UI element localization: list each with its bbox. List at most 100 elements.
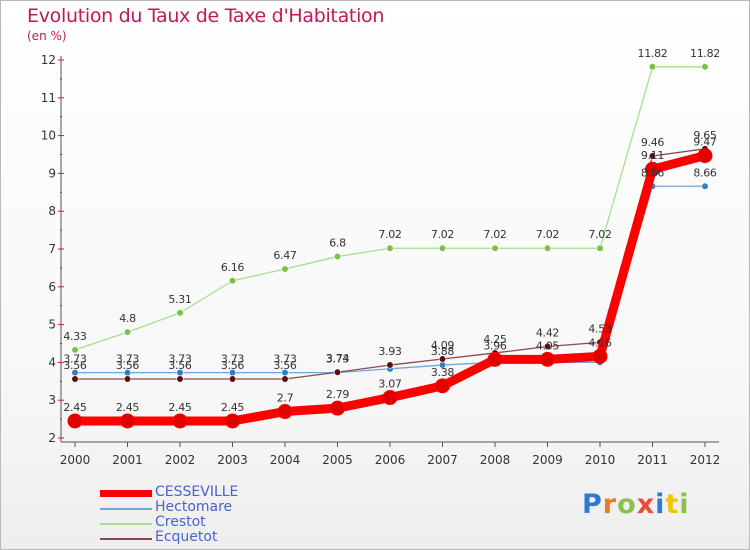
- data-label-crestot: 11.82: [690, 47, 720, 60]
- x-tick-label: 2005: [322, 453, 353, 467]
- data-point-cesseville: [540, 351, 555, 367]
- data-label-hectomare: 8.66: [693, 166, 717, 179]
- data-label-cesseville: 2.45: [63, 401, 87, 414]
- data-label-cesseville: 3.07: [378, 378, 402, 391]
- y-tick-label: 10: [41, 129, 56, 143]
- data-point-hectomare: [701, 182, 709, 190]
- data-label-crestot: 5.31: [168, 293, 191, 306]
- data-point-cesseville: [592, 348, 608, 364]
- data-point-ecquetot: [176, 375, 184, 383]
- logo-letter: r: [602, 489, 618, 520]
- data-label-crestot: 6.8: [329, 237, 346, 250]
- unit-label: (en %): [27, 29, 67, 43]
- data-label-cesseville: 9.11: [641, 149, 664, 162]
- data-label-crestot: 11.82: [638, 47, 668, 60]
- x-tick-label: 2001: [112, 453, 143, 467]
- chart-title: Evolution du Taux de Taxe d'Habitation: [27, 5, 385, 27]
- y-tick-label: 5: [48, 318, 56, 332]
- data-label-ecquetot: 9.46: [641, 136, 665, 149]
- data-label-crestot: 7.02: [431, 228, 454, 241]
- x-tick-label: 2011: [637, 453, 668, 467]
- y-tick-label: 6: [48, 280, 56, 294]
- y-tick-label: 7: [48, 242, 56, 256]
- data-label-hectomare: 8.66: [641, 166, 665, 179]
- data-point-cesseville: [67, 413, 83, 429]
- data-point-crestot: [176, 309, 184, 317]
- data-label-crestot: 7.02: [588, 228, 611, 241]
- x-tick-label: 2006: [375, 453, 406, 467]
- data-point-ecquetot: [438, 355, 447, 363]
- logo-letter: P: [582, 489, 603, 520]
- logo-letter: i: [679, 489, 690, 520]
- x-tick-label: 2004: [270, 453, 301, 467]
- data-label-crestot: 4.33: [63, 330, 87, 343]
- data-label-ecquetot: 3.93: [378, 345, 402, 358]
- data-point-cesseville: [435, 378, 450, 394]
- data-label-cesseville: 3.96: [483, 339, 507, 352]
- data-label-hectomare: 3.73: [221, 353, 245, 366]
- data-point-ecquetot: [228, 375, 237, 383]
- data-point-crestot: [333, 252, 342, 261]
- data-point-ecquetot: [281, 375, 289, 383]
- data-point-cesseville: [697, 148, 713, 164]
- data-label-cesseville: 4.16: [588, 336, 612, 349]
- x-tick-label: 2003: [217, 453, 248, 467]
- data-label-ecquetot: 3.56: [273, 359, 297, 372]
- data-label-cesseville: 9.47: [693, 136, 717, 149]
- data-point-crestot: [543, 244, 552, 252]
- logo-letter: i: [655, 489, 666, 520]
- data-point-cesseville: [277, 404, 293, 420]
- legend-label: Ecquetot: [155, 529, 218, 545]
- data-label-ecquetot: 4.53: [588, 322, 612, 335]
- y-tick-label: 9: [48, 166, 56, 180]
- logo-letter: t: [665, 489, 680, 520]
- data-point-crestot: [596, 244, 604, 252]
- legend-swatch: [100, 490, 152, 497]
- data-label-crestot: 6.16: [221, 261, 245, 274]
- data-point-crestot: [123, 328, 132, 336]
- legend-swatch: [100, 508, 152, 510]
- data-point-crestot: [438, 244, 447, 252]
- legend-swatch: [100, 523, 152, 525]
- data-point-ecquetot: [543, 342, 552, 351]
- data-point-cesseville: [382, 390, 398, 406]
- data-label-cesseville: 2.7: [277, 392, 294, 405]
- x-tick-label: 2007: [427, 453, 458, 467]
- data-point-crestot: [491, 244, 499, 252]
- logo-letter: o: [617, 489, 637, 520]
- data-label-cesseville: 2.79: [326, 388, 350, 401]
- y-tick-label: 8: [48, 204, 56, 218]
- data-label-hectomare: 3.73: [116, 353, 140, 366]
- data-label-cesseville: 2.45: [168, 401, 192, 414]
- legend-swatch: [100, 538, 152, 540]
- x-tick-label: 2010: [585, 453, 616, 467]
- data-label-cesseville: 2.45: [116, 401, 140, 414]
- data-label-crestot: 6.47: [273, 249, 297, 262]
- x-tick-label: 2008: [480, 453, 511, 467]
- legend-label: Hectomare: [155, 499, 233, 515]
- data-point-ecquetot: [333, 368, 342, 376]
- data-label-crestot: 7.02: [483, 228, 506, 241]
- data-point-ecquetot: [123, 375, 132, 383]
- data-label-crestot: 7.02: [536, 228, 559, 241]
- y-tick-label: 4: [48, 355, 56, 369]
- data-label-ecquetot: 3.56: [63, 359, 87, 372]
- y-tick-label: 2: [48, 431, 56, 445]
- proxiti-logo: Proxiti: [582, 489, 690, 520]
- data-point-cesseville: [225, 413, 240, 429]
- data-point-crestot: [228, 277, 237, 285]
- data-label-crestot: 4.8: [119, 312, 136, 325]
- x-tick-label: 2002: [165, 453, 196, 467]
- data-label-ecquetot: 3.74: [326, 352, 350, 365]
- data-label-crestot: 7.02: [378, 228, 401, 241]
- data-label-ecquetot: 4.25: [483, 333, 507, 346]
- legend-label: CESSEVILLE: [155, 484, 239, 500]
- data-point-crestot: [701, 63, 709, 71]
- data-label-cesseville: 4.05: [536, 339, 560, 352]
- data-label-ecquetot: 4.42: [536, 327, 559, 340]
- data-label-hectomare: 3.73: [273, 353, 297, 366]
- data-point-cesseville: [120, 413, 135, 429]
- data-label-ecquetot: 4.09: [431, 339, 455, 352]
- data-label-ecquetot: 3.56: [116, 359, 140, 372]
